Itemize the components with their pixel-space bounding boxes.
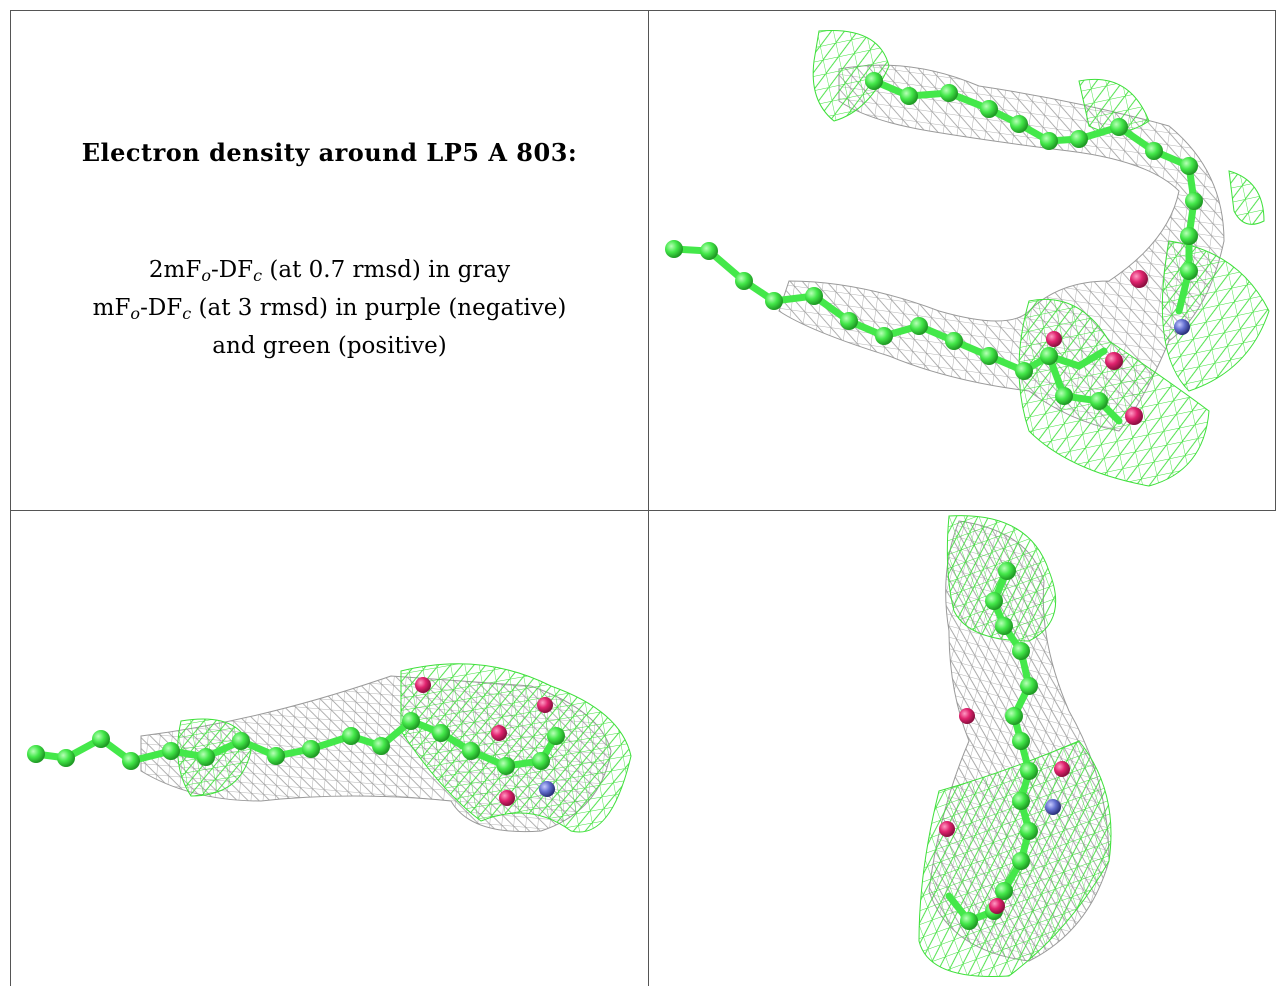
density-legend: 2mFo-DFc (at 0.7 rmsd) in gray mFo-DFc (… [11,251,648,365]
nitrogen-atoms [1174,319,1190,335]
green-density-mesh [812,29,890,122]
nitrogen-atoms [1045,799,1061,815]
oxygen-atoms [1046,270,1148,425]
molecule-render-end [918,515,1112,978]
table-divider-horizontal [10,510,1276,511]
oxygen-atoms [415,677,553,806]
legend-dfc: -DF [210,257,254,283]
legend-line-diff: mFo-DFc (at 3 rmsd) in purple (negative) [11,289,648,327]
table-border-left [10,10,11,986]
legend-mfo-prefix: mF [92,295,131,321]
legend-sub-o: o [130,304,141,323]
green-density-mesh [1228,170,1265,225]
oxygen-atoms [939,708,1070,914]
density-view-top-right [649,11,1275,510]
caption-cell: Electron density around LP5 A 803: 2mFo-… [11,11,648,510]
legend-gray-desc: (at 0.7 rmsd) in gray [262,257,511,283]
carbon-atoms [27,712,565,775]
molecule-render-top [665,29,1270,487]
green-density-mesh [400,663,632,833]
green-density-mesh [1018,298,1210,487]
legend-diff-desc: (at 3 rmsd) in purple (negative) [191,295,567,321]
legend-line-green: and green (positive) [212,333,447,359]
legend-sub-c: c [253,266,263,285]
caption-title: Electron density around LP5 A 803: [81,138,578,167]
legend-line-gray: 2mFo-DFc (at 0.7 rmsd) in gray [11,251,648,289]
table-border-top [10,10,1276,11]
density-view-bottom-right [649,511,1276,986]
legend-dfc: -DF [140,295,183,321]
nitrogen-atoms [539,781,555,797]
legend-sub-c: c [182,304,192,323]
table-divider-vertical [648,10,649,986]
legend-sub-o: o [201,266,211,285]
density-view-bottom-left [11,511,648,986]
legend-2mfo-prefix: 2mF [148,257,202,283]
molecule-render-side [27,663,632,833]
green-density-mesh [1161,240,1270,392]
carbon-atoms [665,72,1203,410]
